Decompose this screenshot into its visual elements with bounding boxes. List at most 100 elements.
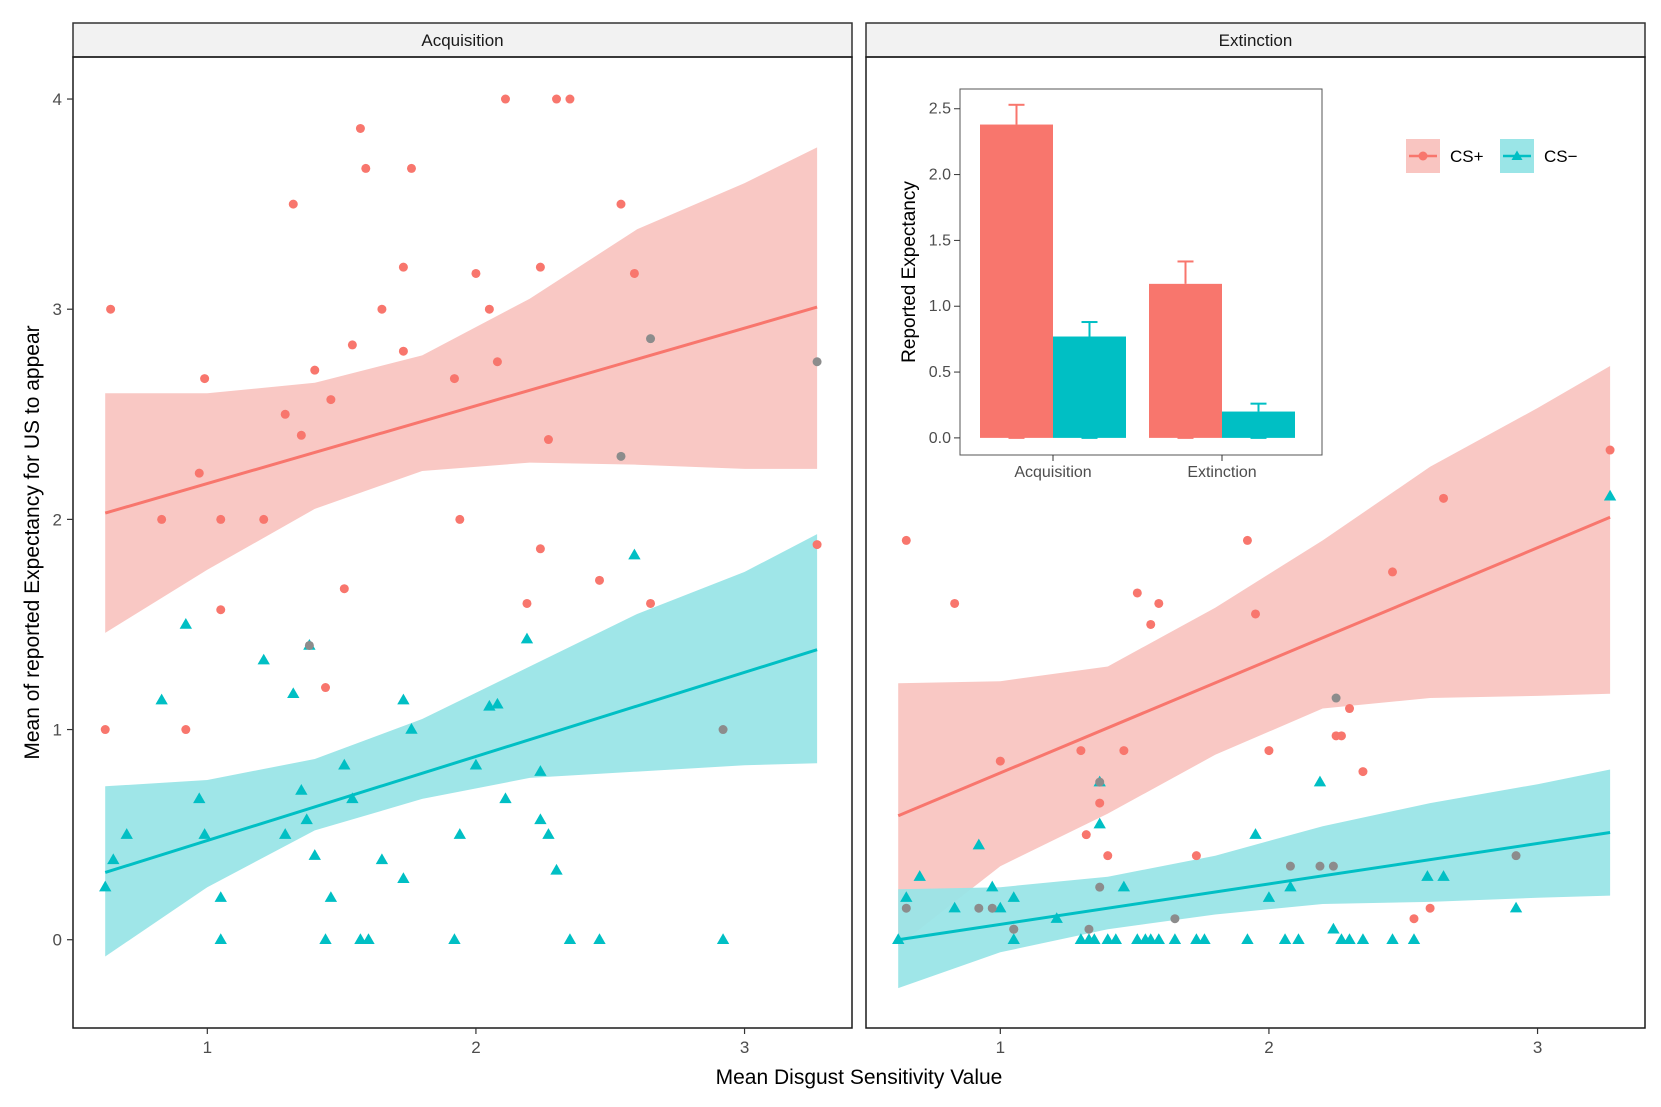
cs-plus-point	[1081, 830, 1091, 840]
cs-minus-point	[354, 933, 367, 944]
cs-plus-point	[616, 199, 626, 209]
cs-minus-point	[716, 933, 730, 944]
inset-y-axis-title: Reported Expectancy	[899, 181, 920, 363]
cs-minus-point	[491, 697, 504, 709]
cs-plus-point	[565, 94, 575, 104]
cs-plus-point	[361, 163, 371, 173]
x-axis-title: Mean Disgust Sensitivity Value	[716, 1066, 1003, 1089]
cs-minus-point	[520, 632, 534, 644]
cs-minus-point	[563, 933, 577, 944]
cs-plus-point	[100, 725, 110, 735]
cs-minus-point	[300, 813, 313, 825]
cs-plus-point	[326, 395, 336, 405]
cs-minus-point	[1278, 933, 1292, 944]
cs-minus-point	[155, 693, 168, 705]
cs-minus-point	[1249, 828, 1262, 839]
cs-minus-point	[1131, 933, 1144, 944]
cs-minus-point	[628, 548, 641, 560]
cs-minus-point	[542, 828, 555, 839]
cs-minus-point	[397, 693, 410, 705]
strip-label-acquisition: Acquisition	[421, 31, 503, 50]
cs-plus-point	[1154, 598, 1164, 608]
cs-minus-point	[550, 863, 563, 875]
cs-plus-point	[194, 468, 204, 478]
cs-plus-point	[1409, 914, 1419, 924]
cs-plus-point	[280, 409, 290, 419]
cs-plus-point	[1345, 704, 1355, 714]
cs-minus-point	[1007, 891, 1020, 902]
cs-plus-point	[296, 430, 306, 440]
cs-plus-point	[995, 756, 1005, 766]
cs-plus-point	[1132, 588, 1142, 598]
cs-plus-point	[535, 544, 545, 554]
panel-border-extinction	[865, 56, 1646, 1029]
ci-band-cs-plus	[898, 366, 1611, 946]
cs-minus-point	[295, 784, 308, 795]
cs-minus-point	[107, 853, 120, 865]
cs-plus-point	[1425, 903, 1435, 913]
cs-minus-point	[1088, 933, 1101, 944]
ci-band-cs-plus	[105, 147, 818, 633]
cs-minus-point	[1603, 489, 1617, 501]
cs-plus-point	[1264, 746, 1274, 756]
cs-minus-point	[308, 849, 321, 860]
cs-minus-point	[1356, 933, 1370, 944]
ci-band-cs-minus	[105, 534, 818, 957]
overlap-point	[987, 903, 997, 913]
overlap-point	[646, 334, 656, 344]
cs-plus-point	[406, 163, 416, 173]
inset-bar-cs-minus	[1053, 336, 1126, 438]
fit-line-cs-minus	[104, 648, 818, 874]
cs-minus-point	[1386, 933, 1399, 944]
cs-minus-point	[193, 792, 206, 804]
cs-minus-point	[948, 901, 961, 913]
cs-plus-point	[106, 304, 116, 314]
cs-minus-point	[1050, 912, 1063, 923]
cs-minus-point	[499, 792, 512, 804]
cs-plus-point	[484, 304, 494, 314]
overlap-point	[718, 725, 728, 735]
inset-y-tick-label: 2.5	[929, 101, 951, 118]
inset-x-tick-label: Acquisition	[1014, 464, 1091, 481]
cs-plus-point	[377, 304, 387, 314]
overlap-point	[1095, 777, 1105, 787]
inset-y-tick-label: 2.0	[929, 167, 951, 184]
y-tick-label: 2	[53, 510, 62, 529]
cs-plus-point	[1605, 445, 1615, 455]
strip-label-extinction: Extinction	[1219, 31, 1293, 50]
cs-plus-point	[901, 535, 911, 545]
cs-minus-point	[1343, 933, 1356, 944]
cs-plus-point	[471, 268, 481, 278]
panel-acquisition	[99, 94, 822, 957]
overlap-point	[1009, 924, 1019, 934]
overlap-point	[1511, 851, 1521, 861]
cs-plus-point	[1103, 851, 1113, 861]
cs-minus-point	[913, 870, 926, 881]
cs-plus-point	[950, 598, 960, 608]
inset-y-tick-label: 1.5	[929, 232, 951, 249]
cs-plus-point	[522, 598, 532, 608]
cs-minus-point	[1168, 933, 1182, 944]
cs-plus-point	[1119, 746, 1129, 756]
cs-minus-point	[1152, 933, 1165, 944]
y-tick-label: 4	[53, 90, 62, 109]
cs-plus-point	[1242, 535, 1252, 545]
overlap-point	[616, 451, 626, 461]
cs-plus-point	[449, 374, 459, 384]
cs-minus-point	[469, 758, 483, 770]
cs-minus-point	[453, 828, 466, 839]
cs-minus-point	[986, 880, 999, 892]
cs-minus-point	[1262, 891, 1276, 902]
overlap-point	[901, 903, 911, 913]
cs-plus-point	[594, 575, 604, 585]
cs-plus-point	[181, 725, 191, 735]
inset-bar-cs-plus	[980, 124, 1053, 438]
cs-plus-point	[259, 514, 269, 524]
axes: 0 1 2 3 4 1 2 3 1 2 3	[53, 90, 1543, 1057]
inset-y-tick-label: 0.0	[929, 430, 951, 447]
cs-minus-point	[1313, 775, 1327, 787]
inset-x-tick-label: Extinction	[1187, 464, 1256, 481]
overlap-point	[1084, 924, 1094, 934]
overlap-point	[1095, 882, 1105, 892]
cs-plus-point	[500, 94, 510, 104]
